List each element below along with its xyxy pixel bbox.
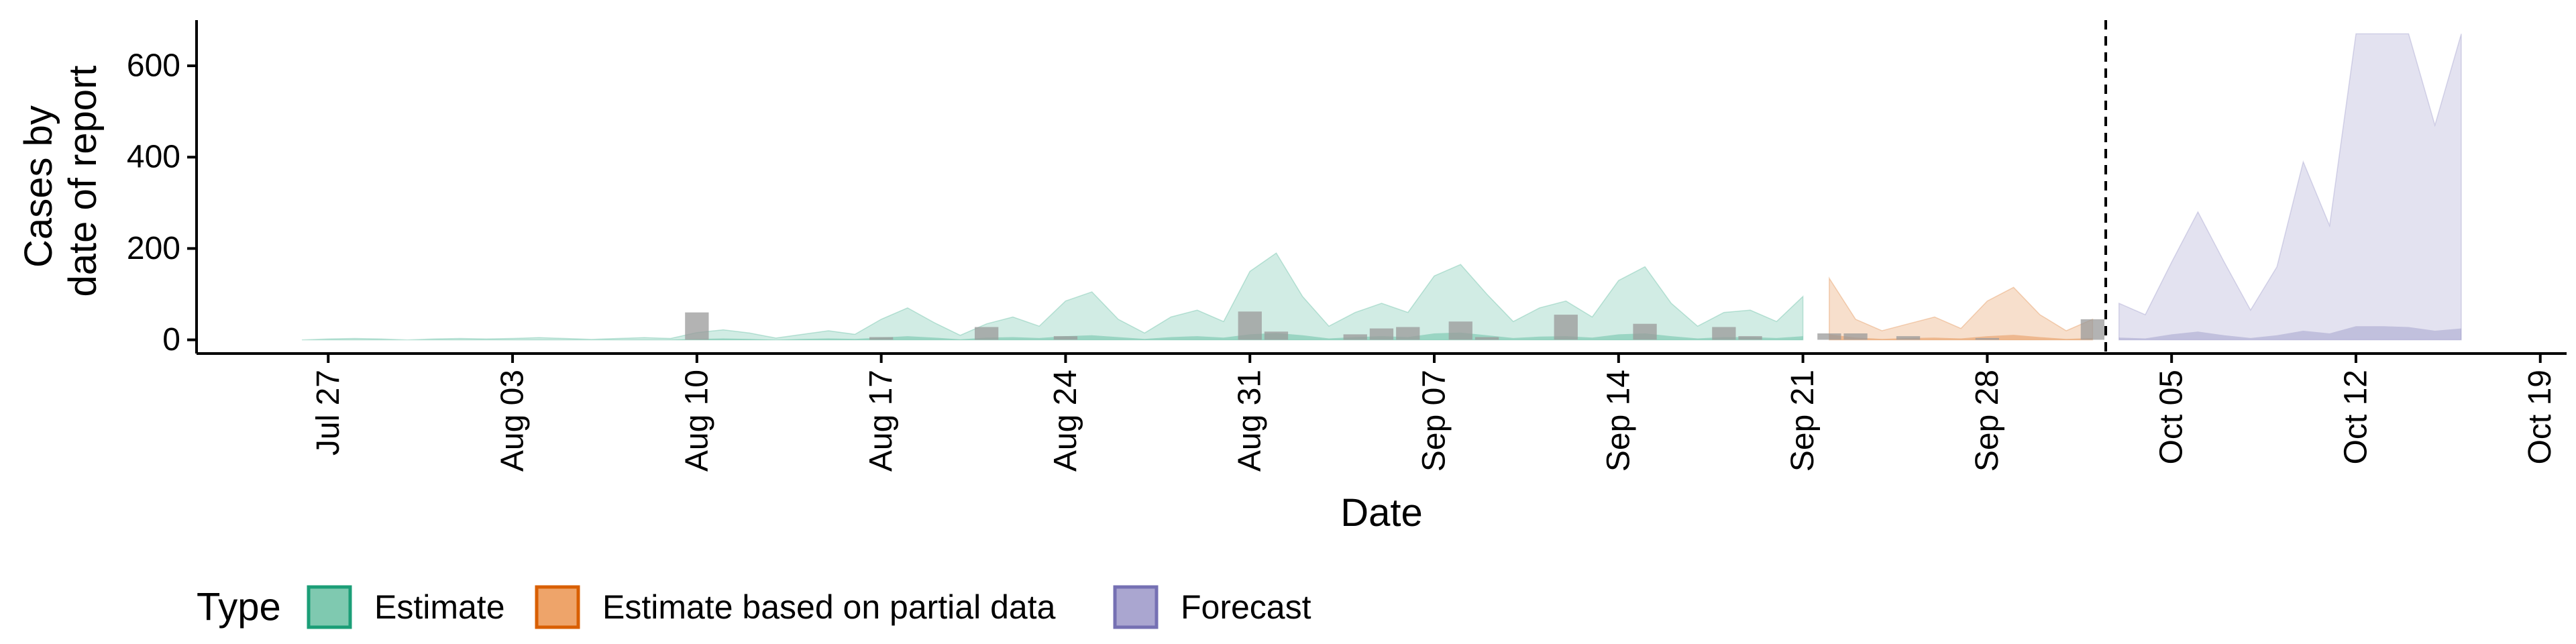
legend-key-estimate xyxy=(307,585,352,629)
observed-bar xyxy=(1843,333,1868,340)
x-tick-label: Aug 10 xyxy=(679,370,714,472)
observed-bar xyxy=(1817,333,1841,340)
y-axis-label-line-1: Cases by xyxy=(17,105,60,268)
x-tick-label: Sep 28 xyxy=(1970,370,2005,472)
x-ticks: Jul 27 Aug 03 Aug 10 Aug 17 Aug 24 Aug 31 Sep … xyxy=(311,354,2558,472)
observed-bar xyxy=(1053,336,1078,340)
y-tick-label: 0 xyxy=(162,322,180,358)
x-axis-label: Date xyxy=(1340,491,1423,535)
x-tick-label: Oct 19 xyxy=(2522,370,2558,464)
observed-bar xyxy=(1896,336,1921,340)
x-tick-label: Oct 12 xyxy=(2339,370,2374,464)
x-tick-label: Jul 27 xyxy=(311,370,346,455)
observed-bar xyxy=(1396,327,1420,340)
x-tick-label: Sep 14 xyxy=(1601,370,1636,472)
observed-bar xyxy=(1474,337,1499,340)
observed-bar xyxy=(1738,336,1762,340)
legend-label-partial-estimate: Estimate based on partial data xyxy=(602,588,1056,626)
y-tick-label: 200 xyxy=(127,231,180,266)
band-estimate xyxy=(301,252,1804,341)
observed-bar xyxy=(1369,328,1394,340)
inner-band-forecast xyxy=(2118,326,2461,340)
legend-key-partial-estimate xyxy=(535,585,580,629)
y-ticks: 0 200 400 600 xyxy=(127,48,197,358)
observed-bar xyxy=(869,337,894,340)
y-axis-label: Cases by date of report xyxy=(17,66,105,297)
legend-label-estimate: Estimate xyxy=(374,588,505,626)
y-tick-label: 400 xyxy=(127,140,180,175)
legend-title: Type xyxy=(197,586,281,629)
y-axis-label-line-2: date of report xyxy=(61,66,105,297)
x-tick-label: Sep 07 xyxy=(1417,370,1452,472)
y-tick-label: 600 xyxy=(127,48,180,84)
estimate-inner-bands xyxy=(302,326,2461,340)
observed-bar xyxy=(1712,327,1736,340)
observed-cases-bars xyxy=(685,311,2104,340)
legend-key-forecast xyxy=(1113,585,1159,629)
x-tick-label: Aug 31 xyxy=(1232,370,1268,472)
band-forecast xyxy=(2118,33,2462,341)
x-tick-label: Aug 03 xyxy=(495,370,531,472)
estimate-bands xyxy=(301,33,2462,341)
inner-band-estimate-based-on-partial-data xyxy=(1829,334,2093,340)
inner-band-estimate xyxy=(302,332,1803,340)
observed-bar xyxy=(1238,311,1262,340)
x-tick-label: Aug 24 xyxy=(1048,370,1083,472)
band-estimate-based-on-partial-data xyxy=(1829,276,2094,341)
observed-bar xyxy=(1264,331,1289,340)
observed-bar xyxy=(1343,334,1367,340)
observed-bar xyxy=(975,327,999,340)
legend-label-forecast: Forecast xyxy=(1181,588,1311,626)
observed-bar xyxy=(1448,321,1472,340)
x-tick-label: Aug 17 xyxy=(863,370,899,472)
observed-bar xyxy=(1554,315,1578,340)
observed-bar xyxy=(685,312,709,340)
legend: Type Estimate Estimate based on partial … xyxy=(197,585,1311,629)
observed-bar xyxy=(2080,319,2104,340)
x-tick-label: Oct 05 xyxy=(2154,370,2190,464)
x-tick-label: Sep 21 xyxy=(1785,370,1821,472)
observed-bar xyxy=(1633,323,1657,340)
observed-bar xyxy=(1975,337,1999,340)
